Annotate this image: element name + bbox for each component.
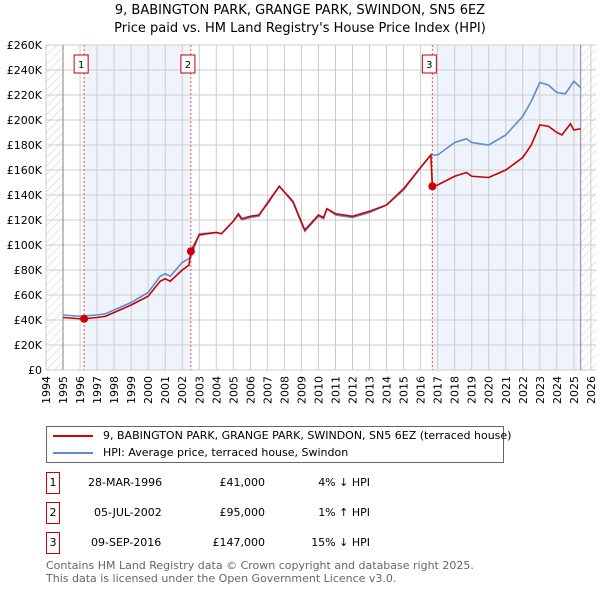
x-tick-label: 2009 <box>295 376 308 404</box>
x-tick-label: 2022 <box>517 376 530 404</box>
y-tick-label: £140K <box>7 189 43 202</box>
x-tick-label: 2003 <box>193 376 206 404</box>
x-tick-label: 2010 <box>312 376 325 404</box>
y-tick-label: £180K <box>7 139 43 152</box>
footer-line: This data is licensed under the Open Gov… <box>46 572 397 585</box>
sale-label: 2 <box>185 60 191 71</box>
x-tick-label: 2008 <box>278 376 291 404</box>
sale-label-box <box>421 54 437 74</box>
y-tick-label: £0 <box>28 364 42 377</box>
x-tick-label: 2002 <box>176 376 189 404</box>
x-tick-label: 1997 <box>91 376 104 404</box>
sale-point <box>186 247 195 256</box>
x-tick-label: 2005 <box>227 376 240 404</box>
chart-subtitle: Price paid vs. HM Land Registry's House … <box>114 21 486 36</box>
footer-line: Contains HM Land Registry data © Crown c… <box>46 559 474 572</box>
sale-price: £95,000 <box>219 506 266 519</box>
y-tick-label: £260K <box>7 39 43 52</box>
hpi-diff: 1% ↑ HPI <box>318 506 370 519</box>
y-tick-label: £200K <box>7 114 43 127</box>
x-tick-label: 2026 <box>585 376 598 404</box>
legend-label: HPI: Average price, terraced house, Swin… <box>103 446 349 459</box>
y-tick-label: £160K <box>7 164 43 177</box>
x-tick-label: 2020 <box>483 376 496 404</box>
y-tick-label: £40K <box>14 314 43 327</box>
hpi-line <box>62 80 582 318</box>
legend: 9, BABINGTON PARK, GRANGE PARK, SWINDON,… <box>46 426 511 463</box>
plot-area: 1994 1995 1996 1997 1998 1999 2000 2001 2002 2003… <box>7 39 598 404</box>
sale-point <box>80 314 89 323</box>
y-tick-label: £240K <box>7 64 43 77</box>
x-tick-label: 2013 <box>364 376 377 404</box>
x-tick-label: 2025 <box>568 376 581 404</box>
x-tick-label: 2021 <box>500 376 513 404</box>
hpi-diff: 15% ↓ HPI <box>311 536 370 549</box>
sale-label: 1 <box>78 60 84 71</box>
y-tick-label: £120K <box>7 214 43 227</box>
sale-label-box <box>73 54 89 74</box>
marker-badge: 3 <box>46 532 60 554</box>
sale-date: 28-MAR-1996 <box>88 476 163 489</box>
x-tick-label: 2012 <box>347 376 360 404</box>
x-tick-label: 2007 <box>261 376 274 404</box>
y-tick-label: £20K <box>14 339 43 352</box>
sale-point <box>428 182 437 191</box>
legend-swatch-blue <box>53 451 93 454</box>
footer-attribution: Contains HM Land Registry data © Crown c… <box>46 559 474 585</box>
x-tick-label: 1994 <box>40 376 53 404</box>
x-tick-label: 2001 <box>159 376 172 404</box>
sale-price: £147,000 <box>212 536 266 549</box>
sale-label-box <box>180 54 196 74</box>
marker-badge: 2 <box>46 502 60 524</box>
x-tick-label: 2011 <box>329 376 342 404</box>
y-tick-label: £80K <box>14 264 43 277</box>
x-tick-label: 1996 <box>74 376 87 404</box>
legend-item-property: 9, BABINGTON PARK, GRANGE PARK, SWINDON,… <box>53 427 511 444</box>
sale-label: 3 <box>426 60 432 71</box>
no-data-hatch <box>46 45 64 370</box>
ownership-shading <box>432 45 581 370</box>
legend-label: 9, BABINGTON PARK, GRANGE PARK, SWINDON,… <box>103 429 512 442</box>
x-tick-label: 1998 <box>108 376 121 404</box>
x-tick-label: 2004 <box>210 376 223 404</box>
no-data-hatch <box>580 45 596 370</box>
x-tick-label: 2023 <box>534 376 547 404</box>
x-tick-label: 2024 <box>551 376 564 404</box>
legend-item-hpi: HPI: Average price, terraced house, Swin… <box>53 444 348 461</box>
sale-date: 05-JUL-2002 <box>94 506 162 519</box>
sale-price: £41,000 <box>219 476 266 489</box>
x-tick-label: 2000 <box>142 376 155 404</box>
x-tick-label: 1999 <box>125 376 138 404</box>
marker-badge: 1 <box>46 472 60 494</box>
x-tick-label: 2015 <box>398 376 411 404</box>
x-tick-label: 2006 <box>244 376 257 404</box>
hpi-diff: 4% ↓ HPI <box>318 476 370 489</box>
x-tick-label: 2018 <box>449 376 462 404</box>
y-tick-label: £60K <box>14 289 43 302</box>
ownership-shading <box>84 45 191 370</box>
sale-date: 09-SEP-2016 <box>91 536 162 549</box>
x-tick-label: 2014 <box>381 376 394 404</box>
chart-title: 9, BABINGTON PARK, GRANGE PARK, SWINDON,… <box>114 3 486 18</box>
x-tick-label: 2016 <box>415 376 428 404</box>
y-tick-label: £220K <box>7 89 43 102</box>
x-tick-label: 1995 <box>57 376 70 404</box>
legend-swatch-red <box>53 434 93 437</box>
price-paid-line <box>62 122 581 320</box>
x-tick-label: 2017 <box>432 376 445 404</box>
x-tick-label: 2019 <box>466 376 479 404</box>
y-tick-label: £100K <box>7 239 43 252</box>
